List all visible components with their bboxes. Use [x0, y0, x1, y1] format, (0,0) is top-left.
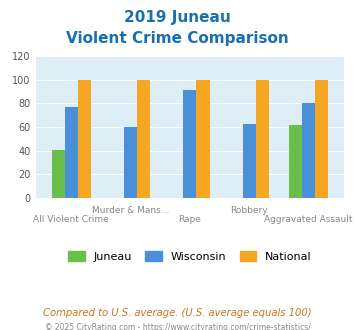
- Bar: [289, 125, 302, 198]
- Text: Robbery: Robbery: [230, 206, 268, 215]
- Text: Violent Crime Comparison: Violent Crime Comparison: [66, 31, 289, 46]
- Bar: [196, 80, 209, 198]
- Text: Rape: Rape: [179, 214, 201, 223]
- Bar: [256, 80, 269, 198]
- Text: Compared to U.S. average. (U.S. average equals 100): Compared to U.S. average. (U.S. average …: [43, 308, 312, 317]
- Text: 2019 Juneau: 2019 Juneau: [124, 10, 231, 25]
- Text: Aggravated Assault: Aggravated Assault: [264, 214, 353, 223]
- Bar: [51, 149, 65, 198]
- Bar: [65, 107, 78, 198]
- Text: Murder & Mans...: Murder & Mans...: [92, 206, 169, 215]
- Bar: [78, 80, 91, 198]
- Bar: [243, 123, 256, 198]
- Bar: [315, 80, 328, 198]
- Legend: Juneau, Wisconsin, National: Juneau, Wisconsin, National: [64, 247, 316, 266]
- Text: All Violent Crime: All Violent Crime: [33, 214, 109, 223]
- Bar: [302, 103, 315, 198]
- Bar: [124, 127, 137, 198]
- Text: © 2025 CityRating.com - https://www.cityrating.com/crime-statistics/: © 2025 CityRating.com - https://www.city…: [45, 323, 310, 330]
- Bar: [184, 90, 196, 198]
- Bar: [137, 80, 150, 198]
